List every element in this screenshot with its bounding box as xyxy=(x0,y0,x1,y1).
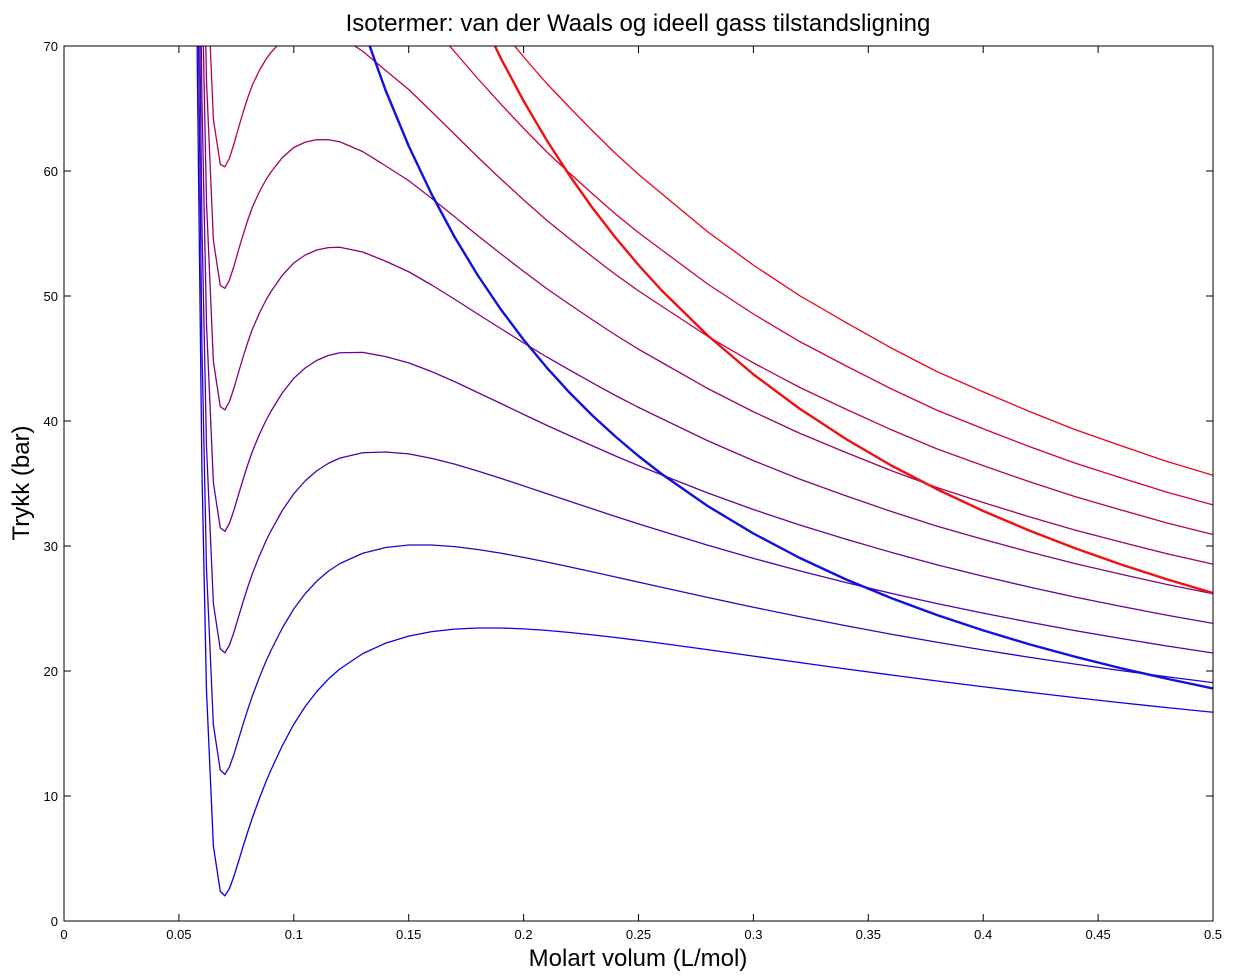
x-tick-label: 0 xyxy=(60,927,67,942)
series-line-6 xyxy=(205,46,1213,565)
y-tick-label: 10 xyxy=(44,789,58,804)
x-tick-label: 0.3 xyxy=(744,927,762,942)
series-line-3 xyxy=(199,46,1213,654)
series-line-11 xyxy=(493,46,1213,595)
y-tick-label: 60 xyxy=(44,164,58,179)
series-line-2 xyxy=(197,46,1213,776)
y-tick-label: 0 xyxy=(51,914,58,929)
tick-layer: 0 0.05 0.1 0.15 0.2 0.25 0.3 0.35 0.4 0.45 0.5 0 10 2… xyxy=(44,39,1223,942)
series-line-7 xyxy=(209,46,1213,536)
series-layer xyxy=(196,46,1213,897)
x-tick-label: 0.05 xyxy=(166,927,191,942)
y-tick-label: 50 xyxy=(44,289,58,304)
series-line-10 xyxy=(368,46,1213,690)
series-line-8 xyxy=(224,46,1213,506)
y-tick-label: 40 xyxy=(44,414,58,429)
x-tick-label: 0.15 xyxy=(396,927,421,942)
x-tick-label: 0.4 xyxy=(974,927,992,942)
series-line-1 xyxy=(196,46,1213,897)
x-tick-label: 0.5 xyxy=(1204,927,1222,942)
x-tick-label: 0.45 xyxy=(1085,927,1110,942)
series-line-5 xyxy=(202,46,1213,595)
x-axis-title: Molart volum (L/mol) xyxy=(529,945,748,972)
y-tick-label: 70 xyxy=(44,39,58,54)
series-line-9 xyxy=(513,46,1213,476)
y-axis-title: Trykk (bar) xyxy=(8,425,35,540)
y-tick-label: 20 xyxy=(44,664,58,679)
chart-title: Isotermer: van der Waals og ideell gass … xyxy=(346,10,931,37)
x-tick-label: 0.35 xyxy=(856,927,881,942)
x-tick-label: 0.25 xyxy=(626,927,651,942)
series-line-4 xyxy=(200,46,1213,625)
y-tick-label: 30 xyxy=(44,539,58,554)
x-tick-label: 0.2 xyxy=(515,927,533,942)
x-tick-label: 0.1 xyxy=(285,927,303,942)
